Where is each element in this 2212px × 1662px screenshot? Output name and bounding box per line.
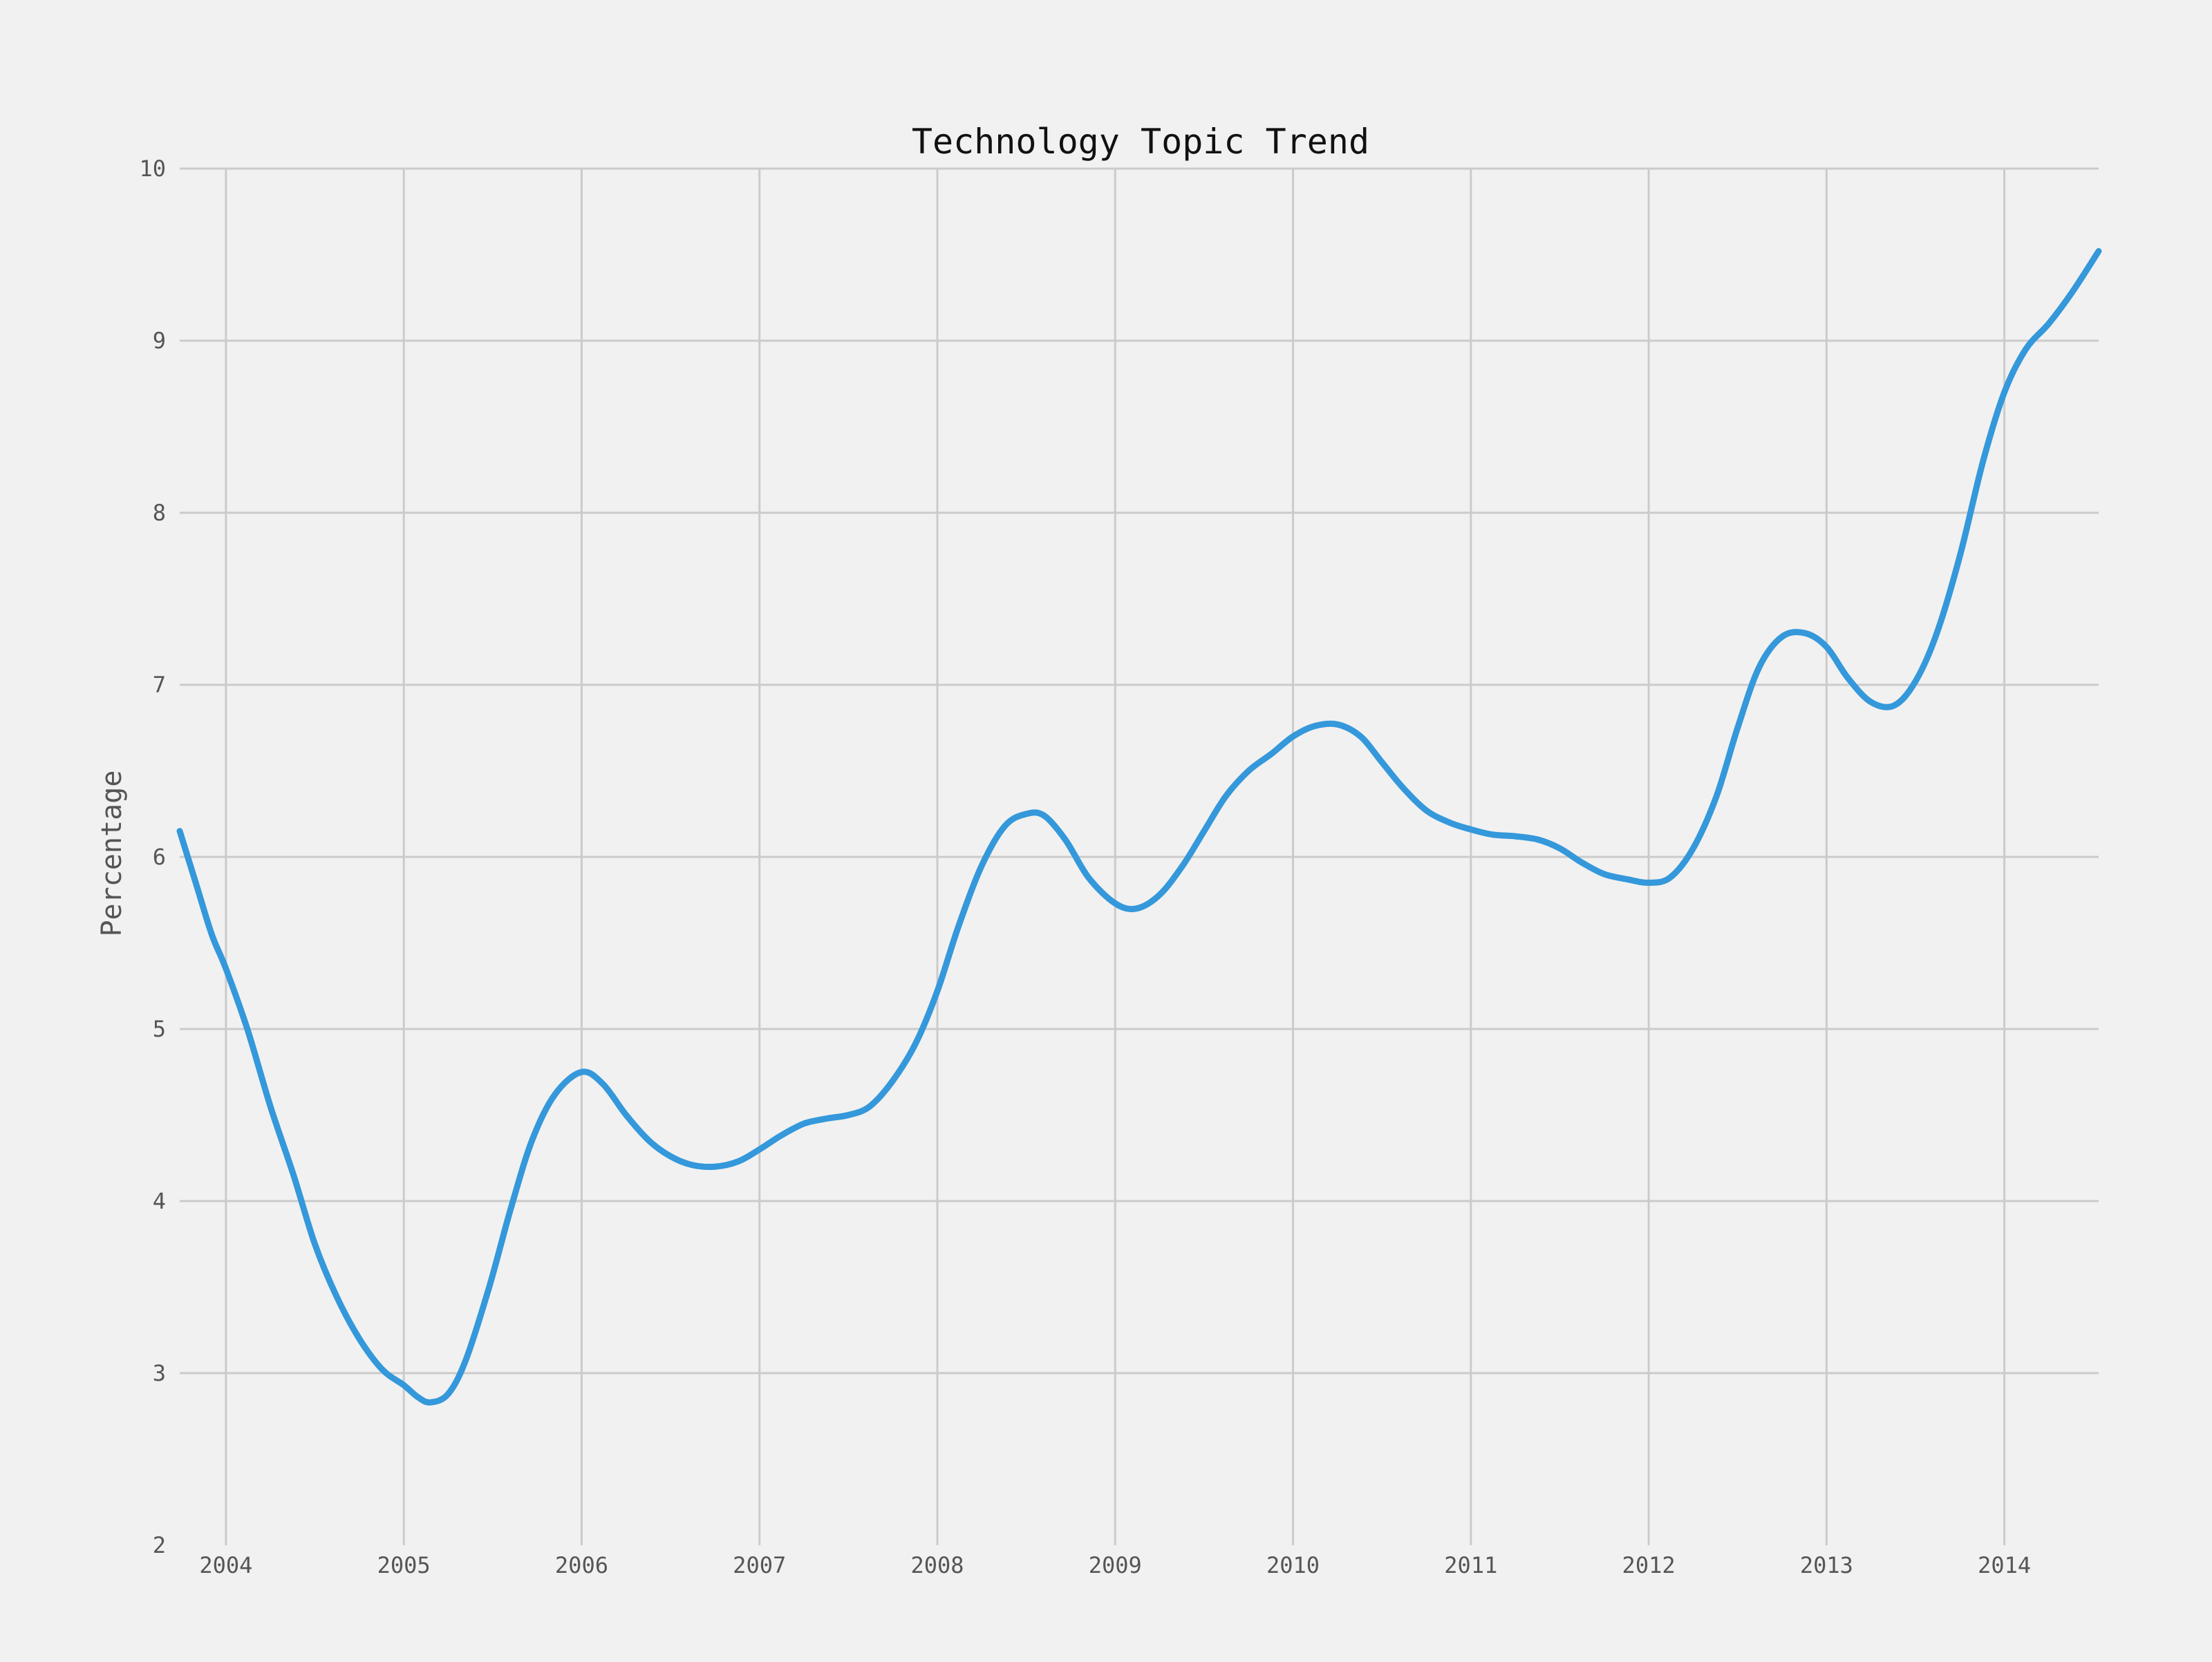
x-tick-label: 2007 [733,1552,786,1578]
y-tick-label: 10 [139,155,166,182]
series-line [176,248,2102,1406]
x-tick-label: 2014 [1978,1552,2031,1578]
grid [180,167,2099,1545]
series-lines [176,248,2102,1406]
tick-labels: 2 3 4 5 6 7 8 9 10 2004 2005 2006 2007 2008 2009 2010 20… [139,155,2031,1578]
x-tick-label: 2010 [1266,1552,1320,1578]
y-tick-label: 3 [153,1360,166,1386]
x-tick-label: 2008 [910,1552,964,1578]
x-tick-label: 2013 [1800,1552,1853,1578]
chart-title: Technology Topic Trend [912,122,1369,162]
y-tick-label: 2 [153,1532,166,1558]
x-tick-label: 2004 [199,1552,252,1578]
x-tick-label: 2009 [1089,1552,1142,1578]
y-tick-label: 5 [153,1016,166,1042]
y-tick-label: 7 [153,672,166,698]
x-tick-label: 2011 [1444,1552,1497,1578]
x-tick-label: 2005 [377,1552,431,1578]
y-tick-label: 6 [153,844,166,870]
x-tick-label: 2012 [1622,1552,1676,1578]
y-tick-label: 9 [153,328,166,354]
x-tick-label: 2006 [555,1552,608,1578]
y-axis-label: Percentage [96,771,128,937]
y-tick-label: 8 [153,500,166,526]
y-tick-label: 4 [153,1188,166,1214]
